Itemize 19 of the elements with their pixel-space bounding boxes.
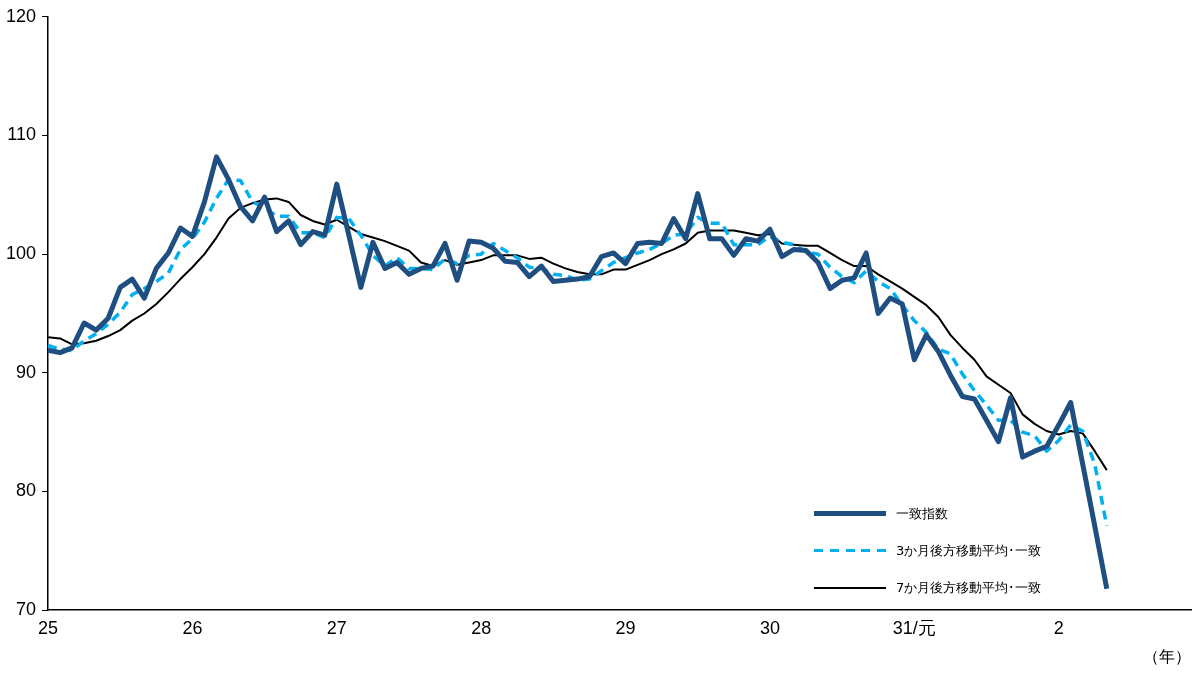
legend-label: 3か月後方移動平均･一致 (896, 541, 1042, 560)
x-axis-title: （年） (1143, 646, 1191, 666)
legend-label: 一致指数 (896, 504, 948, 523)
y-tick-label: 120 (5, 5, 37, 26)
y-tick-label: 80 (16, 480, 37, 501)
y-tick-label: 90 (16, 361, 37, 382)
x-tick-label: 25 (38, 617, 59, 638)
x-tick-label: 2 (1053, 617, 1064, 638)
x-tick-label: 29 (615, 617, 636, 638)
y-tick-label: 70 (16, 599, 37, 620)
x-tick-label: 27 (326, 617, 347, 638)
y-tick-label: 110 (7, 124, 37, 145)
line-series (46, 177, 1109, 528)
x-tick-label: 28 (471, 617, 492, 638)
legend-label: 7か月後方移動平均･一致 (896, 578, 1042, 597)
x-tick-label: 31/元 (892, 617, 936, 638)
x-tick-label: 30 (759, 617, 780, 638)
x-tick-label: 26 (182, 617, 203, 638)
y-tick-label: 100 (5, 243, 37, 264)
